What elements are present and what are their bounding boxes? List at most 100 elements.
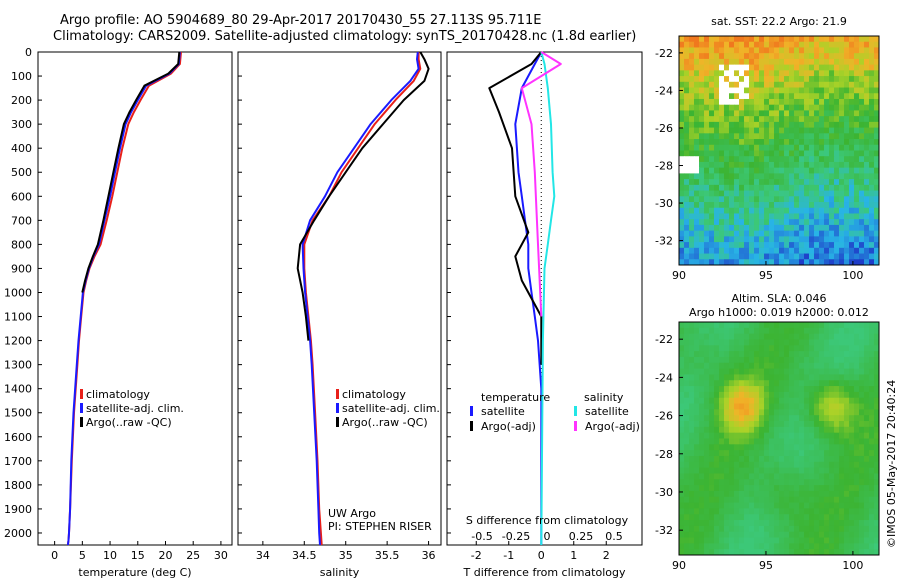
map-cell (754, 110, 760, 117)
map-cell (854, 207, 860, 214)
map-cell (709, 327, 715, 335)
map-cell (754, 467, 760, 474)
map-cell (699, 496, 705, 504)
map-cell (699, 479, 705, 486)
map-cell (759, 202, 765, 209)
map-cell (849, 110, 855, 117)
map-cell (854, 450, 860, 457)
map-cell (719, 455, 725, 463)
map-cell (769, 213, 775, 220)
map-cell (824, 230, 830, 237)
map-cell (829, 64, 835, 71)
map-cell (684, 190, 690, 197)
map-cell (834, 173, 840, 180)
map-cell (724, 368, 730, 375)
map-cell (814, 525, 820, 533)
map-cell (769, 409, 775, 416)
map-cell (764, 345, 770, 352)
map-cell (724, 236, 730, 243)
map-cell (689, 247, 695, 255)
map-cell (799, 230, 805, 237)
map-cell (694, 549, 700, 556)
map-cell (754, 247, 760, 255)
x-tick-label: 5 (79, 549, 86, 562)
map-cell (724, 202, 730, 209)
map-cell (804, 362, 810, 370)
map-cell (839, 426, 845, 434)
map-cell (754, 362, 760, 370)
map-cell (739, 173, 745, 180)
map-cell (769, 139, 775, 146)
map-cell (794, 473, 800, 480)
map-cell (754, 409, 760, 416)
map-cell (844, 438, 850, 445)
map-cell (749, 409, 755, 416)
map-cell (829, 403, 835, 410)
map-cell (829, 339, 835, 346)
map-cell (709, 190, 715, 197)
map-cell (809, 202, 815, 209)
map-cell (774, 81, 780, 89)
map-cell (699, 333, 705, 340)
map-cell (819, 409, 825, 416)
map-cell (774, 127, 780, 134)
map-cell (684, 543, 690, 550)
map-cell (759, 58, 765, 66)
map-cell (824, 150, 830, 157)
map-cell (694, 409, 700, 416)
map-cell (689, 438, 695, 445)
map-cell (804, 47, 810, 54)
map-cell (834, 549, 840, 556)
map-cell (859, 537, 865, 544)
map-cell (799, 368, 805, 375)
map-cell (699, 432, 705, 440)
map-cell (749, 333, 755, 340)
map-cell (824, 327, 830, 335)
map-cell (814, 473, 820, 480)
map-cell (834, 259, 840, 266)
map-cell (714, 53, 720, 60)
map-cell (844, 391, 850, 399)
map-cell (694, 368, 700, 375)
map-cell (689, 116, 695, 123)
map-cell (824, 537, 830, 544)
map-cell (689, 479, 695, 486)
map-cell (784, 202, 790, 209)
map-cell (819, 230, 825, 237)
map-cell (824, 93, 830, 100)
map-cell (809, 339, 815, 346)
map-cell (744, 161, 750, 169)
map-cell (839, 386, 845, 393)
map-cell (814, 508, 820, 515)
map-cell (769, 144, 775, 151)
map-cell (754, 219, 760, 226)
map-cell (749, 415, 755, 422)
map-cell (689, 514, 695, 521)
map-cell (699, 322, 705, 329)
map-cell (859, 161, 865, 169)
map-cell (699, 362, 705, 370)
map-cell (814, 121, 820, 129)
map-cell (824, 409, 830, 416)
map-cell (759, 144, 765, 151)
map-cell (694, 213, 700, 220)
map-cell (689, 139, 695, 146)
map-cell (774, 403, 780, 410)
map-cell (794, 508, 800, 515)
map-cell (749, 64, 755, 71)
map-cell (804, 374, 810, 381)
map-cell (714, 327, 720, 335)
map-cell (814, 549, 820, 556)
map-cell (729, 41, 735, 48)
map-cell (704, 450, 710, 457)
map-cell (794, 87, 800, 94)
map-cell (809, 81, 815, 89)
map-cell (784, 110, 790, 117)
map-cell (744, 133, 750, 140)
map-cell (839, 179, 845, 186)
x-tick-label: 95 (759, 559, 773, 572)
map-cell (774, 133, 780, 140)
map-cell (794, 110, 800, 117)
map-cell (759, 490, 765, 498)
map-cell (784, 374, 790, 381)
